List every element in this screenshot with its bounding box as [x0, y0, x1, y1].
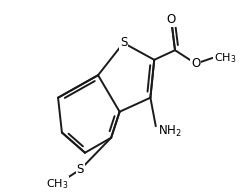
- Text: CH$_3$: CH$_3$: [214, 51, 236, 65]
- Text: CH$_3$: CH$_3$: [46, 177, 68, 191]
- Text: O: O: [166, 13, 176, 26]
- Text: O: O: [191, 57, 200, 70]
- Text: S: S: [120, 36, 127, 49]
- Text: S: S: [77, 163, 84, 176]
- Text: NH$_2$: NH$_2$: [158, 124, 182, 139]
